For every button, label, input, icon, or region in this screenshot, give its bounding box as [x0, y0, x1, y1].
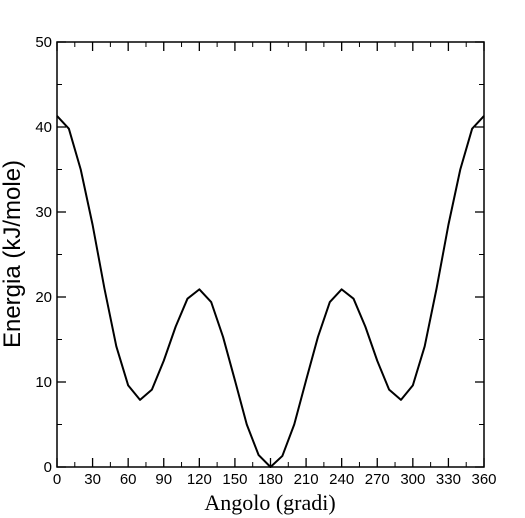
x-tick-label: 270: [365, 471, 390, 488]
y-tick-label: 10: [35, 374, 52, 391]
y-tick-label: 40: [35, 119, 52, 136]
x-tick-label: 300: [400, 471, 425, 488]
minor-ticks: [57, 42, 484, 467]
energy-series-line: [56, 115, 485, 468]
y-axis-title: Energia (kJ/mole): [0, 160, 26, 348]
x-tick-labels: 0 30 60 90 120 150 180 210 240 270 300 330 360: [53, 471, 497, 488]
x-tick-label: 210: [294, 471, 319, 488]
x-tick-label: 150: [222, 471, 247, 488]
x-tick-label: 360: [471, 471, 496, 488]
x-tick-label: 90: [155, 471, 172, 488]
x-axis-title: Angolo (gradi): [204, 490, 335, 515]
y-tick-label: 50: [35, 34, 52, 51]
x-tick-label: 60: [120, 471, 137, 488]
x-tick-label: 0: [53, 471, 61, 488]
y-tick-labels: 0 10 20 30 40 50: [35, 34, 52, 476]
x-tick-label: 30: [84, 471, 101, 488]
x-tick-label: 180: [258, 471, 283, 488]
plot-frame: [56, 41, 485, 468]
y-tick-label: 30: [35, 204, 52, 221]
y-tick-label: 20: [35, 289, 52, 306]
y-tick-label: 0: [44, 459, 52, 476]
x-tick-label: 330: [436, 471, 461, 488]
x-tick-label: 120: [187, 471, 212, 488]
major-ticks: [56, 41, 485, 468]
x-tick-label: 240: [329, 471, 354, 488]
